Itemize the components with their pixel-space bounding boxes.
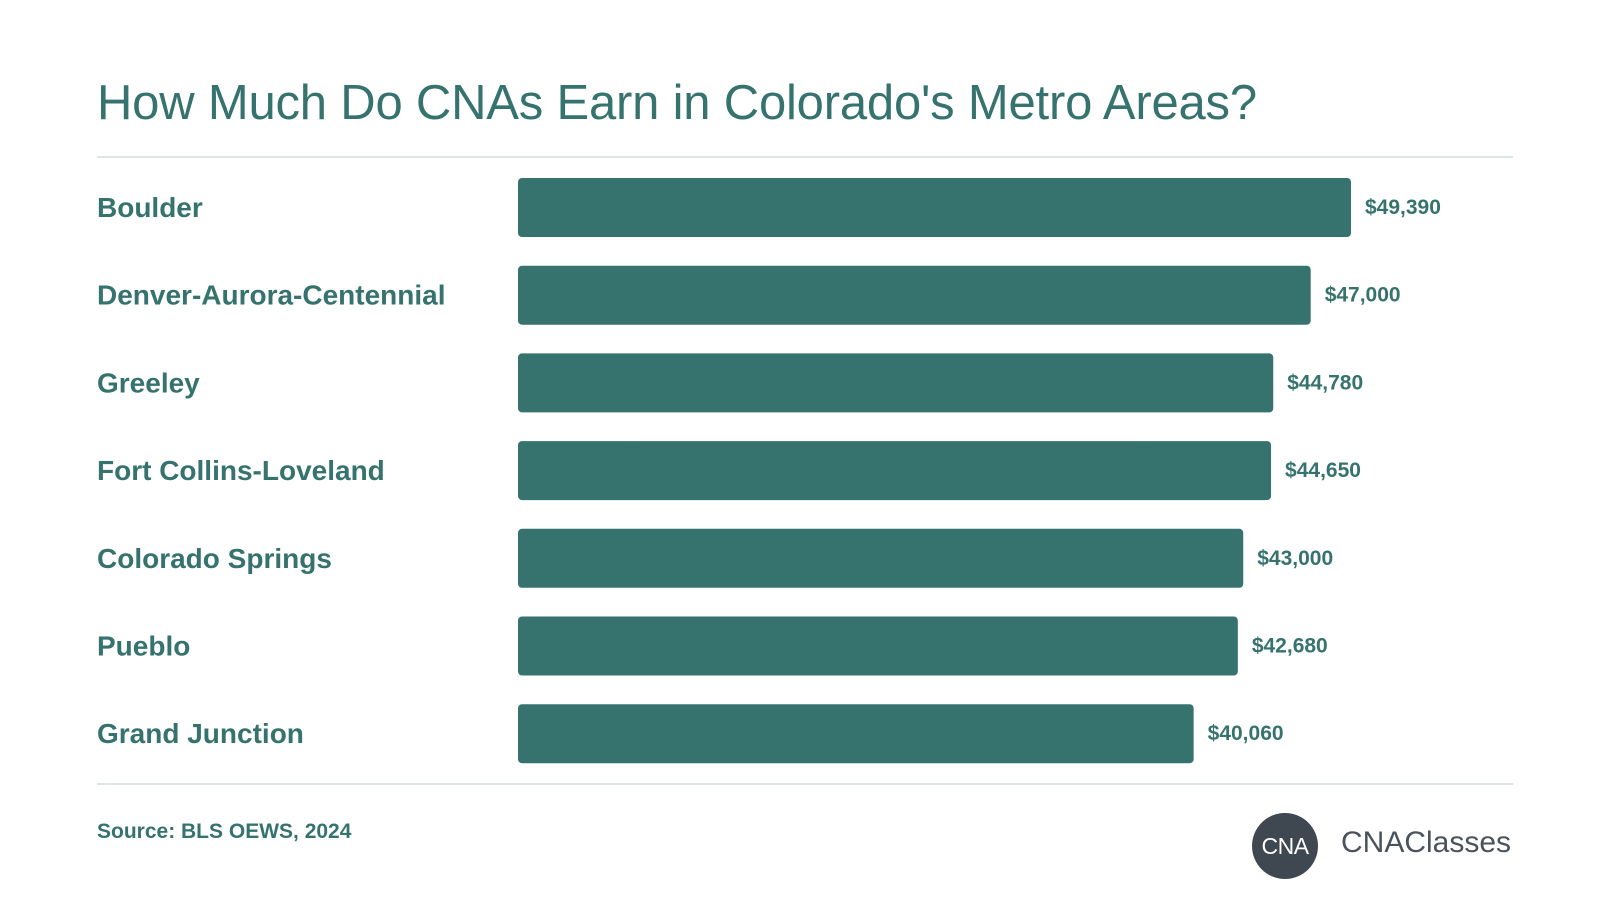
bar <box>518 265 1311 325</box>
bar <box>518 441 1272 501</box>
category-label: Boulder <box>97 192 203 223</box>
category-label: Colorado Springs <box>97 543 332 574</box>
value-label: $42,680 <box>1252 635 1328 658</box>
page-title: How Much Do CNAs Earn in Colorado's Metr… <box>97 76 1257 130</box>
value-label: $47,000 <box>1325 284 1401 307</box>
value-label: $44,650 <box>1285 459 1361 482</box>
bar <box>518 528 1244 588</box>
logo-name: CNAClasses <box>1341 826 1512 859</box>
value-label: $49,390 <box>1365 196 1441 219</box>
bar <box>518 178 1351 237</box>
category-label: Fort Collins-Loveland <box>97 455 385 486</box>
value-label: $44,780 <box>1287 371 1363 394</box>
bar <box>518 616 1238 676</box>
logo-mark-icon: CNA <box>1252 813 1318 879</box>
category-label: Pueblo <box>97 631 190 662</box>
category-label: Greeley <box>97 367 200 398</box>
bar <box>518 704 1194 764</box>
top-divider <box>97 156 1513 158</box>
bar <box>518 353 1274 413</box>
category-label: Denver-Aurora-Centennial <box>97 280 446 311</box>
bottom-divider <box>97 783 1513 785</box>
source-note: Source: BLS OEWS, 2024 <box>97 820 352 843</box>
category-label: Grand Junction <box>97 718 304 749</box>
value-label: $40,060 <box>1208 722 1284 745</box>
value-label: $43,000 <box>1257 547 1333 570</box>
